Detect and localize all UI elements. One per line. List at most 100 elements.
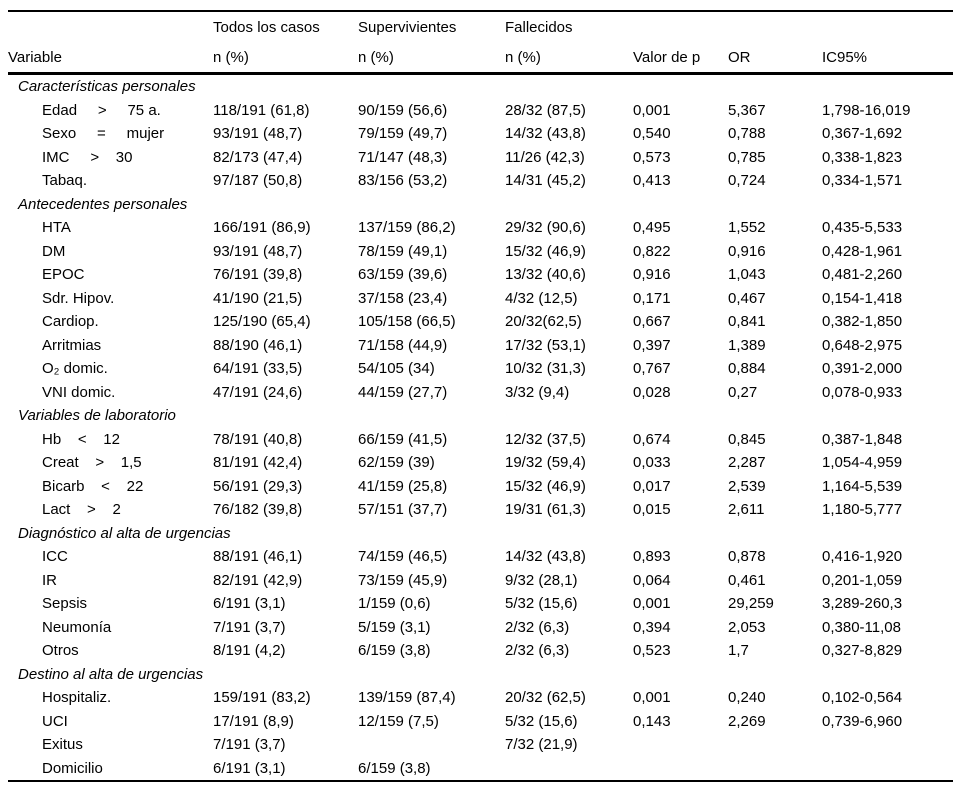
cell-todos-los-casos: 64/191 (33,5) xyxy=(213,360,303,378)
section-row: Diagnóstico al alta de urgencias xyxy=(8,522,953,546)
cell-or xyxy=(728,733,822,757)
cell-supervivientes: 139/159 (87,4) xyxy=(358,689,456,707)
cell-variable: Arritmias xyxy=(42,336,102,354)
cell-supervivientes: 90/159 (56,6) xyxy=(358,101,448,119)
cell-fallecidos: 13/32 (40,6) xyxy=(505,266,586,284)
header-spacer xyxy=(633,11,728,42)
cell-supervivientes: 105/158 (66,5) xyxy=(358,313,456,331)
table-row: Cardiop. 125/190 (65,4) 105/158 (66,5) 2… xyxy=(8,310,953,334)
cell-valor-de-p: 0,397 xyxy=(633,336,671,354)
cell-fallecidos: 5/32 (15,6) xyxy=(505,712,578,730)
cell-ic95: 0,078-0,933 xyxy=(822,383,903,401)
cell-todos-los-casos: 81/191 (42,4) xyxy=(213,454,303,472)
table-row: Domicilio 6/191 (3,1) 6/159 (3,8) xyxy=(8,757,953,782)
cell-supervivientes: 74/159 (46,5) xyxy=(358,548,448,566)
section-title: Diagnóstico al alta de urgencias xyxy=(18,524,231,542)
cell-valor-de-p: 0,001 xyxy=(633,595,671,613)
table-row: IMC > 30 82/173 (47,4) 71/147 (48,3) 11/… xyxy=(8,146,953,170)
table-row: Creat > 1,5 81/191 (42,4) 62/159 (39) 19… xyxy=(8,451,953,475)
cell-or: 0,788 xyxy=(728,125,766,143)
cell-fallecidos: 10/32 (31,3) xyxy=(505,360,586,378)
cell-fallecidos: 3/32 (9,4) xyxy=(505,383,570,401)
cell-or: 2,287 xyxy=(728,454,766,472)
cell-todos-los-casos: 17/191 (8,9) xyxy=(213,712,294,730)
cell-or: 0,724 xyxy=(728,172,766,190)
col-header-fallecidos: Fallecidos xyxy=(505,18,573,36)
cell-valor-de-p: 0,033 xyxy=(633,454,671,472)
cell-todos-los-casos: 88/190 (46,1) xyxy=(213,336,303,354)
cell-fallecidos: 19/31 (61,3) xyxy=(505,501,586,519)
cell-fallecidos: 17/32 (53,1) xyxy=(505,336,586,354)
cell-todos-los-casos: 6/191 (3,1) xyxy=(213,759,286,777)
cell-ic95: 1,180-5,777 xyxy=(822,501,903,519)
cell-todos-los-casos: 8/191 (4,2) xyxy=(213,642,286,660)
cell-fallecidos: 14/32 (43,8) xyxy=(505,125,586,143)
table-row: Exitus 7/191 (3,7) 7/32 (21,9) xyxy=(8,733,953,757)
section-row: Antecedentes personales xyxy=(8,193,953,217)
table-row: Neumonía 7/191 (3,7) 5/159 (3,1) 2/32 (6… xyxy=(8,616,953,640)
section-title: Antecedentes personales xyxy=(18,195,188,213)
cell-supervivientes: 78/159 (49,1) xyxy=(358,242,448,260)
cell-ic95: 0,428-1,961 xyxy=(822,242,903,260)
cell-variable: Hospitaliz. xyxy=(42,689,112,707)
cell-or: 0,240 xyxy=(728,689,766,707)
cell-ic95: 0,201-1,059 xyxy=(822,571,903,589)
cell-variable: Otros xyxy=(42,642,79,660)
cell-valor-de-p: 0,674 xyxy=(633,430,671,448)
cell-valor-de-p: 0,001 xyxy=(633,689,671,707)
table-row: Edad > 75 a. 118/191 (61,8) 90/159 (56,6… xyxy=(8,99,953,123)
cell-or: 0,27 xyxy=(728,383,758,401)
cell-valor-de-p: 0,017 xyxy=(633,477,671,495)
cell-todos-los-casos: 7/191 (3,7) xyxy=(213,618,286,636)
cell-todos-los-casos: 7/191 (3,7) xyxy=(213,736,286,754)
cell-fallecidos: 2/32 (6,3) xyxy=(505,618,570,636)
cell-supervivientes: 41/159 (25,8) xyxy=(358,477,448,495)
cell-fallecidos: 5/32 (15,6) xyxy=(505,595,578,613)
table-body: Características personales Edad > 75 a. … xyxy=(8,74,953,782)
cell-supervivientes: 66/159 (41,5) xyxy=(358,430,448,448)
cell-variable: Hb < 12 xyxy=(42,430,120,448)
cell-variable: Exitus xyxy=(42,736,83,754)
cell-ic95: 0,338-1,823 xyxy=(822,148,903,166)
cell-fallecidos xyxy=(505,757,633,782)
cell-todos-los-casos: 76/182 (39,8) xyxy=(213,501,303,519)
table-row: Tabaq. 97/187 (50,8) 83/156 (53,2) 14/31… xyxy=(8,169,953,193)
cell-fallecidos: 2/32 (6,3) xyxy=(505,642,570,660)
cell-variable: HTA xyxy=(42,219,71,237)
cell-ic95: 1,798-16,019 xyxy=(822,101,911,119)
col-header-todos-los-casos: Todos los casos xyxy=(213,18,320,36)
cell-supervivientes: 54/105 (34) xyxy=(358,360,435,378)
table-row: Bicarb < 22 56/191 (29,3) 41/159 (25,8) … xyxy=(8,475,953,499)
cell-todos-los-casos: 159/191 (83,2) xyxy=(213,689,311,707)
cell-todos-los-casos: 97/187 (50,8) xyxy=(213,172,303,190)
header-group-row: Todos los casos Supervivientes Fallecido… xyxy=(8,11,953,42)
cell-or: 2,611 xyxy=(728,501,765,519)
cell-fallecidos: 28/32 (87,5) xyxy=(505,101,586,119)
col-header-supervivientes: Supervivientes xyxy=(358,18,457,36)
table-row: Hb < 12 78/191 (40,8) 66/159 (41,5) 12/3… xyxy=(8,428,953,452)
cell-or: 2,539 xyxy=(728,477,766,495)
table-row: ICC 88/191 (46,1) 74/159 (46,5) 14/32 (4… xyxy=(8,545,953,569)
cell-fallecidos: 19/32 (59,4) xyxy=(505,454,586,472)
cell-todos-los-casos: 56/191 (29,3) xyxy=(213,477,303,495)
cell-ic95: 0,334-1,571 xyxy=(822,172,903,190)
cell-supervivientes: 6/159 (3,8) xyxy=(358,759,431,777)
table-row: UCI 17/191 (8,9) 12/159 (7,5) 5/32 (15,6… xyxy=(8,710,953,734)
cell-supervivientes: 79/159 (49,7) xyxy=(358,125,448,143)
cell-variable: Sexo = mujer xyxy=(42,125,165,143)
section-title: Características personales xyxy=(18,78,196,96)
cell-supervivientes: 62/159 (39) xyxy=(358,454,435,472)
table-row: HTA 166/191 (86,9) 137/159 (86,2) 29/32 … xyxy=(8,216,953,240)
col-subheader-n-pct-todos: n (%) xyxy=(213,48,249,66)
section-row: Características personales xyxy=(8,74,953,99)
cell-fallecidos: 4/32 (12,5) xyxy=(505,289,578,307)
cell-variable: Creat > 1,5 xyxy=(42,454,142,472)
cell-or: 29,259 xyxy=(728,595,774,613)
cell-valor-de-p: 0,394 xyxy=(633,618,671,636)
table-row: O₂ domic. 64/191 (33,5) 54/105 (34) 10/3… xyxy=(8,357,953,381)
header-spacer xyxy=(822,11,953,42)
cell-ic95: 0,382-1,850 xyxy=(822,313,903,331)
cell-supervivientes: 44/159 (27,7) xyxy=(358,383,448,401)
cell-valor-de-p: 0,143 xyxy=(633,712,671,730)
table-row: IR 82/191 (42,9) 73/159 (45,9) 9/32 (28,… xyxy=(8,569,953,593)
